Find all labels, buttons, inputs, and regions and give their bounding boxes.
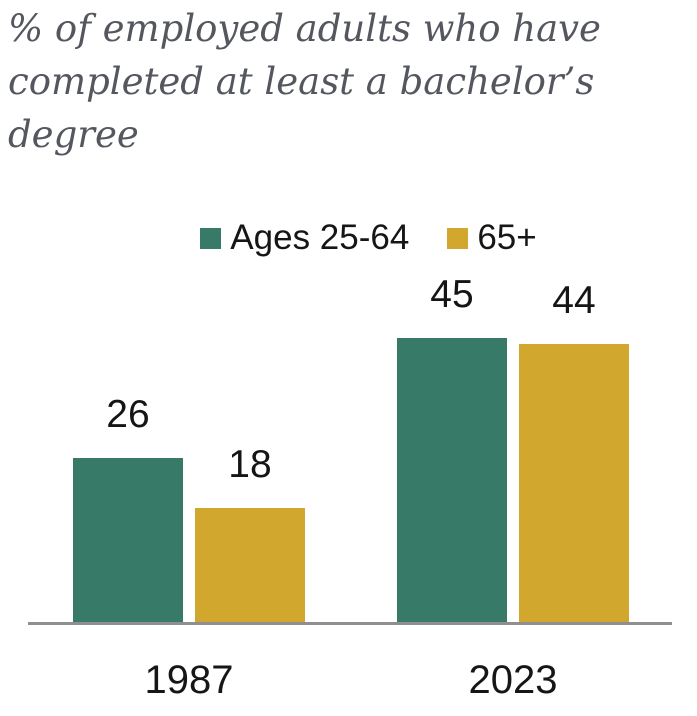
value-label-1987-65-plus: 18 <box>228 443 272 486</box>
value-label-2023-65-plus: 44 <box>552 279 596 322</box>
x-axis-labels: 1987 2023 <box>0 657 697 703</box>
x-axis-label-2023: 2023 <box>468 658 558 702</box>
legend-item-65-plus: 65+ <box>447 217 537 259</box>
chart-title-line-3: degree <box>8 113 139 156</box>
legend-swatch-ages-25-64-icon <box>200 227 222 249</box>
value-label-1987-ages-25-64: 26 <box>106 393 150 436</box>
bar-wrap-2023-65-plus: 44 <box>519 280 629 622</box>
bar-wrap-1987-65-plus: 18 <box>195 444 305 622</box>
x-axis-label-1987: 1987 <box>144 658 234 702</box>
bar-wrap-1987-ages-25-64: 26 <box>73 394 183 622</box>
chart-title: % of employed adults who have completed … <box>8 2 601 161</box>
bar-group-2023: 45 44 <box>397 274 629 622</box>
x-axis-line <box>28 622 672 625</box>
chart-title-line-2: completed at least a bachelor’s <box>8 60 595 103</box>
bar-2023-65-plus <box>519 344 629 622</box>
legend-item-ages-25-64: Ages 25-64 <box>200 217 409 259</box>
bar-1987-65-plus <box>195 508 305 622</box>
bar-1987-ages-25-64 <box>73 458 183 622</box>
chart-title-line-1: % of employed adults who have <box>8 7 601 50</box>
legend-swatch-65-plus-icon <box>447 227 469 249</box>
bar-2023-ages-25-64 <box>397 338 507 622</box>
legend-label-65-plus: 65+ <box>477 218 537 257</box>
plot-area: 26 18 45 44 <box>0 274 697 622</box>
bar-chart: 26 18 45 44 1987 <box>0 274 697 703</box>
bar-wrap-2023-ages-25-64: 45 <box>397 274 507 622</box>
legend-label-ages-25-64: Ages 25-64 <box>230 218 410 257</box>
chart-legend: Ages 25-64 65+ <box>0 217 697 259</box>
value-label-2023-ages-25-64: 45 <box>430 273 474 316</box>
bar-group-1987: 26 18 <box>73 394 305 622</box>
